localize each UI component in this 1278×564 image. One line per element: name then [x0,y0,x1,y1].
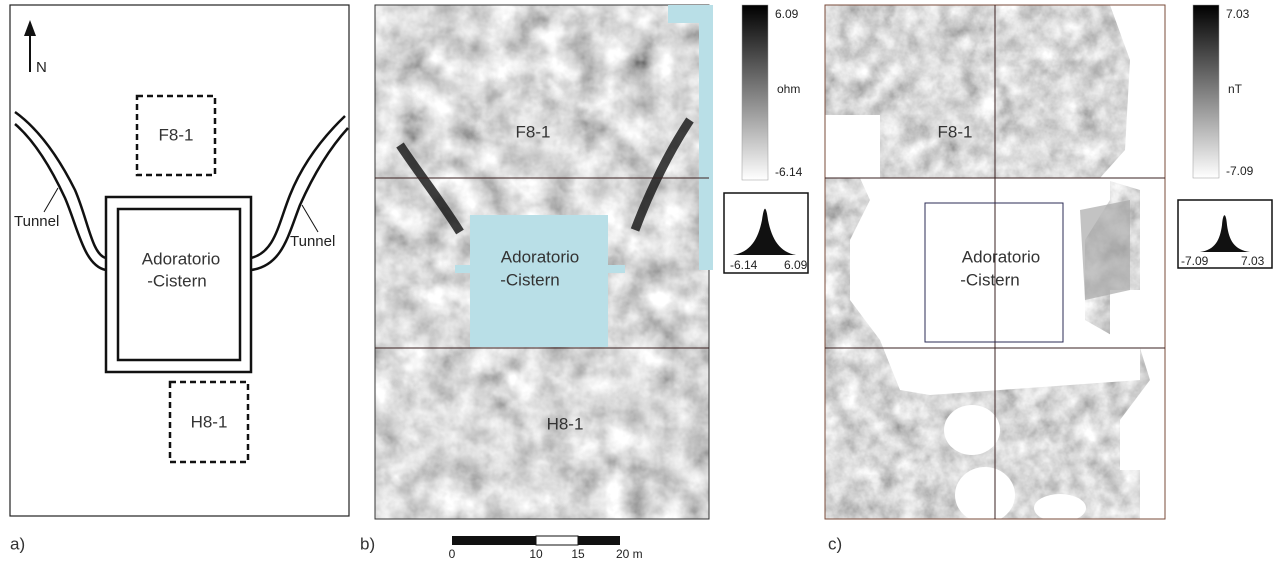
no-data [944,405,1000,455]
cistern-label: Adoratorio [142,249,220,268]
cistern-label: -Cistern [960,270,1020,289]
scale-label: 20 m [616,547,643,561]
block-label: F8-1 [159,125,194,144]
block-label: F8-1 [938,122,973,141]
cistern-label: -Cistern [147,271,207,290]
colorbar [1193,5,1219,178]
colorbar-max: 7.03 [1226,7,1250,21]
north-label: N [36,59,47,76]
scale-segment [452,536,536,545]
data-patch [1080,200,1130,300]
block-label: H8-1 [191,412,228,431]
panel-a: N F8-1 H8-1 Tunnel Tunnel Adoratorio -Ci… [10,5,349,553]
scale-segment [578,536,620,545]
scale-label: 10 [529,547,543,561]
cistern-label: Adoratorio [962,247,1040,266]
panel-label: c) [828,534,842,553]
colorbar [742,5,768,180]
histogram-min: -6.14 [730,258,758,272]
masked-area [699,5,713,270]
colorbar-min: -7.09 [1226,164,1254,178]
no-data [825,115,880,178]
scale-segment [536,536,578,545]
colorbar-min: -6.14 [775,165,803,179]
block-label: F8-1 [516,122,551,141]
panel-label: a) [10,534,25,553]
panel-c: F8-1 Adoratorio -Cistern 7.03 nT -7.09 -… [825,5,1272,553]
panel-b: F8-1 H8-1 Adoratorio -Cistern 6.09 ohm -… [360,5,808,561]
cistern-label: -Cistern [500,270,560,289]
histogram-max: 6.09 [784,258,808,272]
colorbar-max: 6.09 [775,7,799,21]
histogram-min: -7.09 [1181,254,1209,268]
scale-label: 15 [571,547,585,561]
tunnel-label: Tunnel [290,233,335,250]
no-data [955,467,1015,523]
no-data [1034,494,1086,522]
scale-label: 0 [449,547,456,561]
cistern-label: Adoratorio [501,247,579,266]
colorbar-unit: nT [1228,82,1243,96]
tunnel-label: Tunnel [14,213,59,230]
figure: N F8-1 H8-1 Tunnel Tunnel Adoratorio -Ci… [0,0,1278,564]
panel-label: b) [360,534,375,553]
histogram-max: 7.03 [1241,254,1265,268]
colorbar-unit: ohm [777,82,800,96]
block-label: H8-1 [547,414,584,433]
